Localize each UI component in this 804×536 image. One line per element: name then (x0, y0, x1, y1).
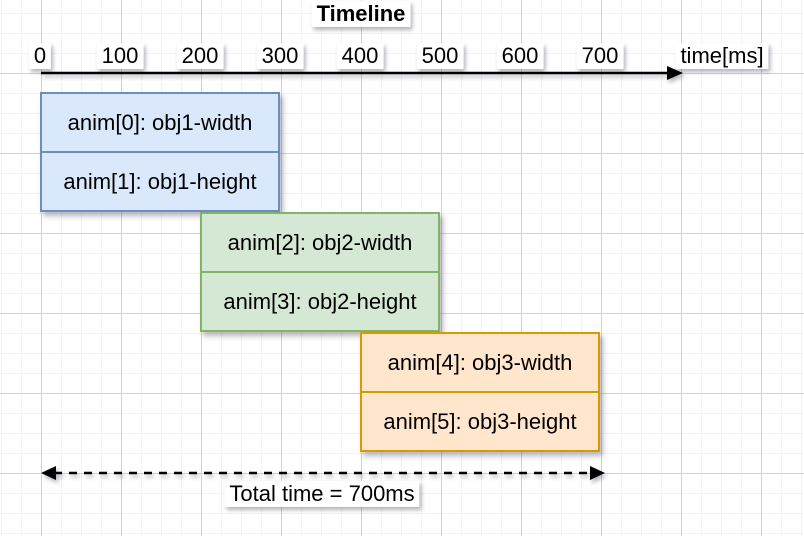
timeline-bar-anim2[interactable]: anim[2]: obj2-width (202, 214, 438, 273)
bar-label: anim[3]: obj2-height (223, 288, 417, 314)
anim-group-obj2[interactable]: anim[2]: obj2-width anim[3]: obj2-height (200, 212, 440, 332)
axis-tick-400[interactable]: 400 (336, 43, 384, 69)
axis-tick-200[interactable]: 200 (176, 43, 224, 69)
total-time-arrow[interactable] (34, 463, 612, 483)
axis-tick-100[interactable]: 100 (96, 43, 144, 69)
bar-label: anim[5]: obj3-height (383, 408, 577, 434)
left-arrowhead-icon (41, 466, 56, 480)
diagram-title[interactable]: Timeline (311, 1, 411, 27)
bar-label: anim[4]: obj3-width (387, 349, 573, 375)
axis-tick-600[interactable]: 600 (496, 43, 544, 69)
bar-label: anim[2]: obj2-width (227, 229, 413, 255)
anim-group-obj1[interactable]: anim[0]: obj1-width anim[1]: obj1-height (40, 92, 280, 212)
timeline-bar-anim5[interactable]: anim[5]: obj3-height (362, 393, 598, 450)
timeline-bar-anim1[interactable]: anim[1]: obj1-height (42, 153, 278, 210)
axis-unit-label[interactable]: time[ms] (675, 43, 769, 69)
right-arrowhead-icon (590, 466, 605, 480)
timeline-bar-anim4[interactable]: anim[4]: obj3-width (362, 334, 598, 393)
bar-label: anim[0]: obj1-width (67, 109, 253, 135)
time-axis-arrow[interactable] (36, 63, 696, 83)
axis-tick-0[interactable]: 0 (28, 43, 52, 69)
axis-tick-300[interactable]: 300 (256, 43, 304, 69)
axis-tick-500[interactable]: 500 (416, 43, 464, 69)
anim-group-obj3[interactable]: anim[4]: obj3-width anim[5]: obj3-height (360, 332, 600, 452)
axis-tick-700[interactable]: 700 (576, 43, 624, 69)
axis-arrowhead-icon (667, 66, 683, 80)
bar-label: anim[1]: obj1-height (63, 168, 257, 194)
total-time-label[interactable]: Total time = 700ms (224, 481, 420, 507)
timeline-bar-anim0[interactable]: anim[0]: obj1-width (42, 94, 278, 153)
timeline-bar-anim3[interactable]: anim[3]: obj2-height (202, 273, 438, 330)
